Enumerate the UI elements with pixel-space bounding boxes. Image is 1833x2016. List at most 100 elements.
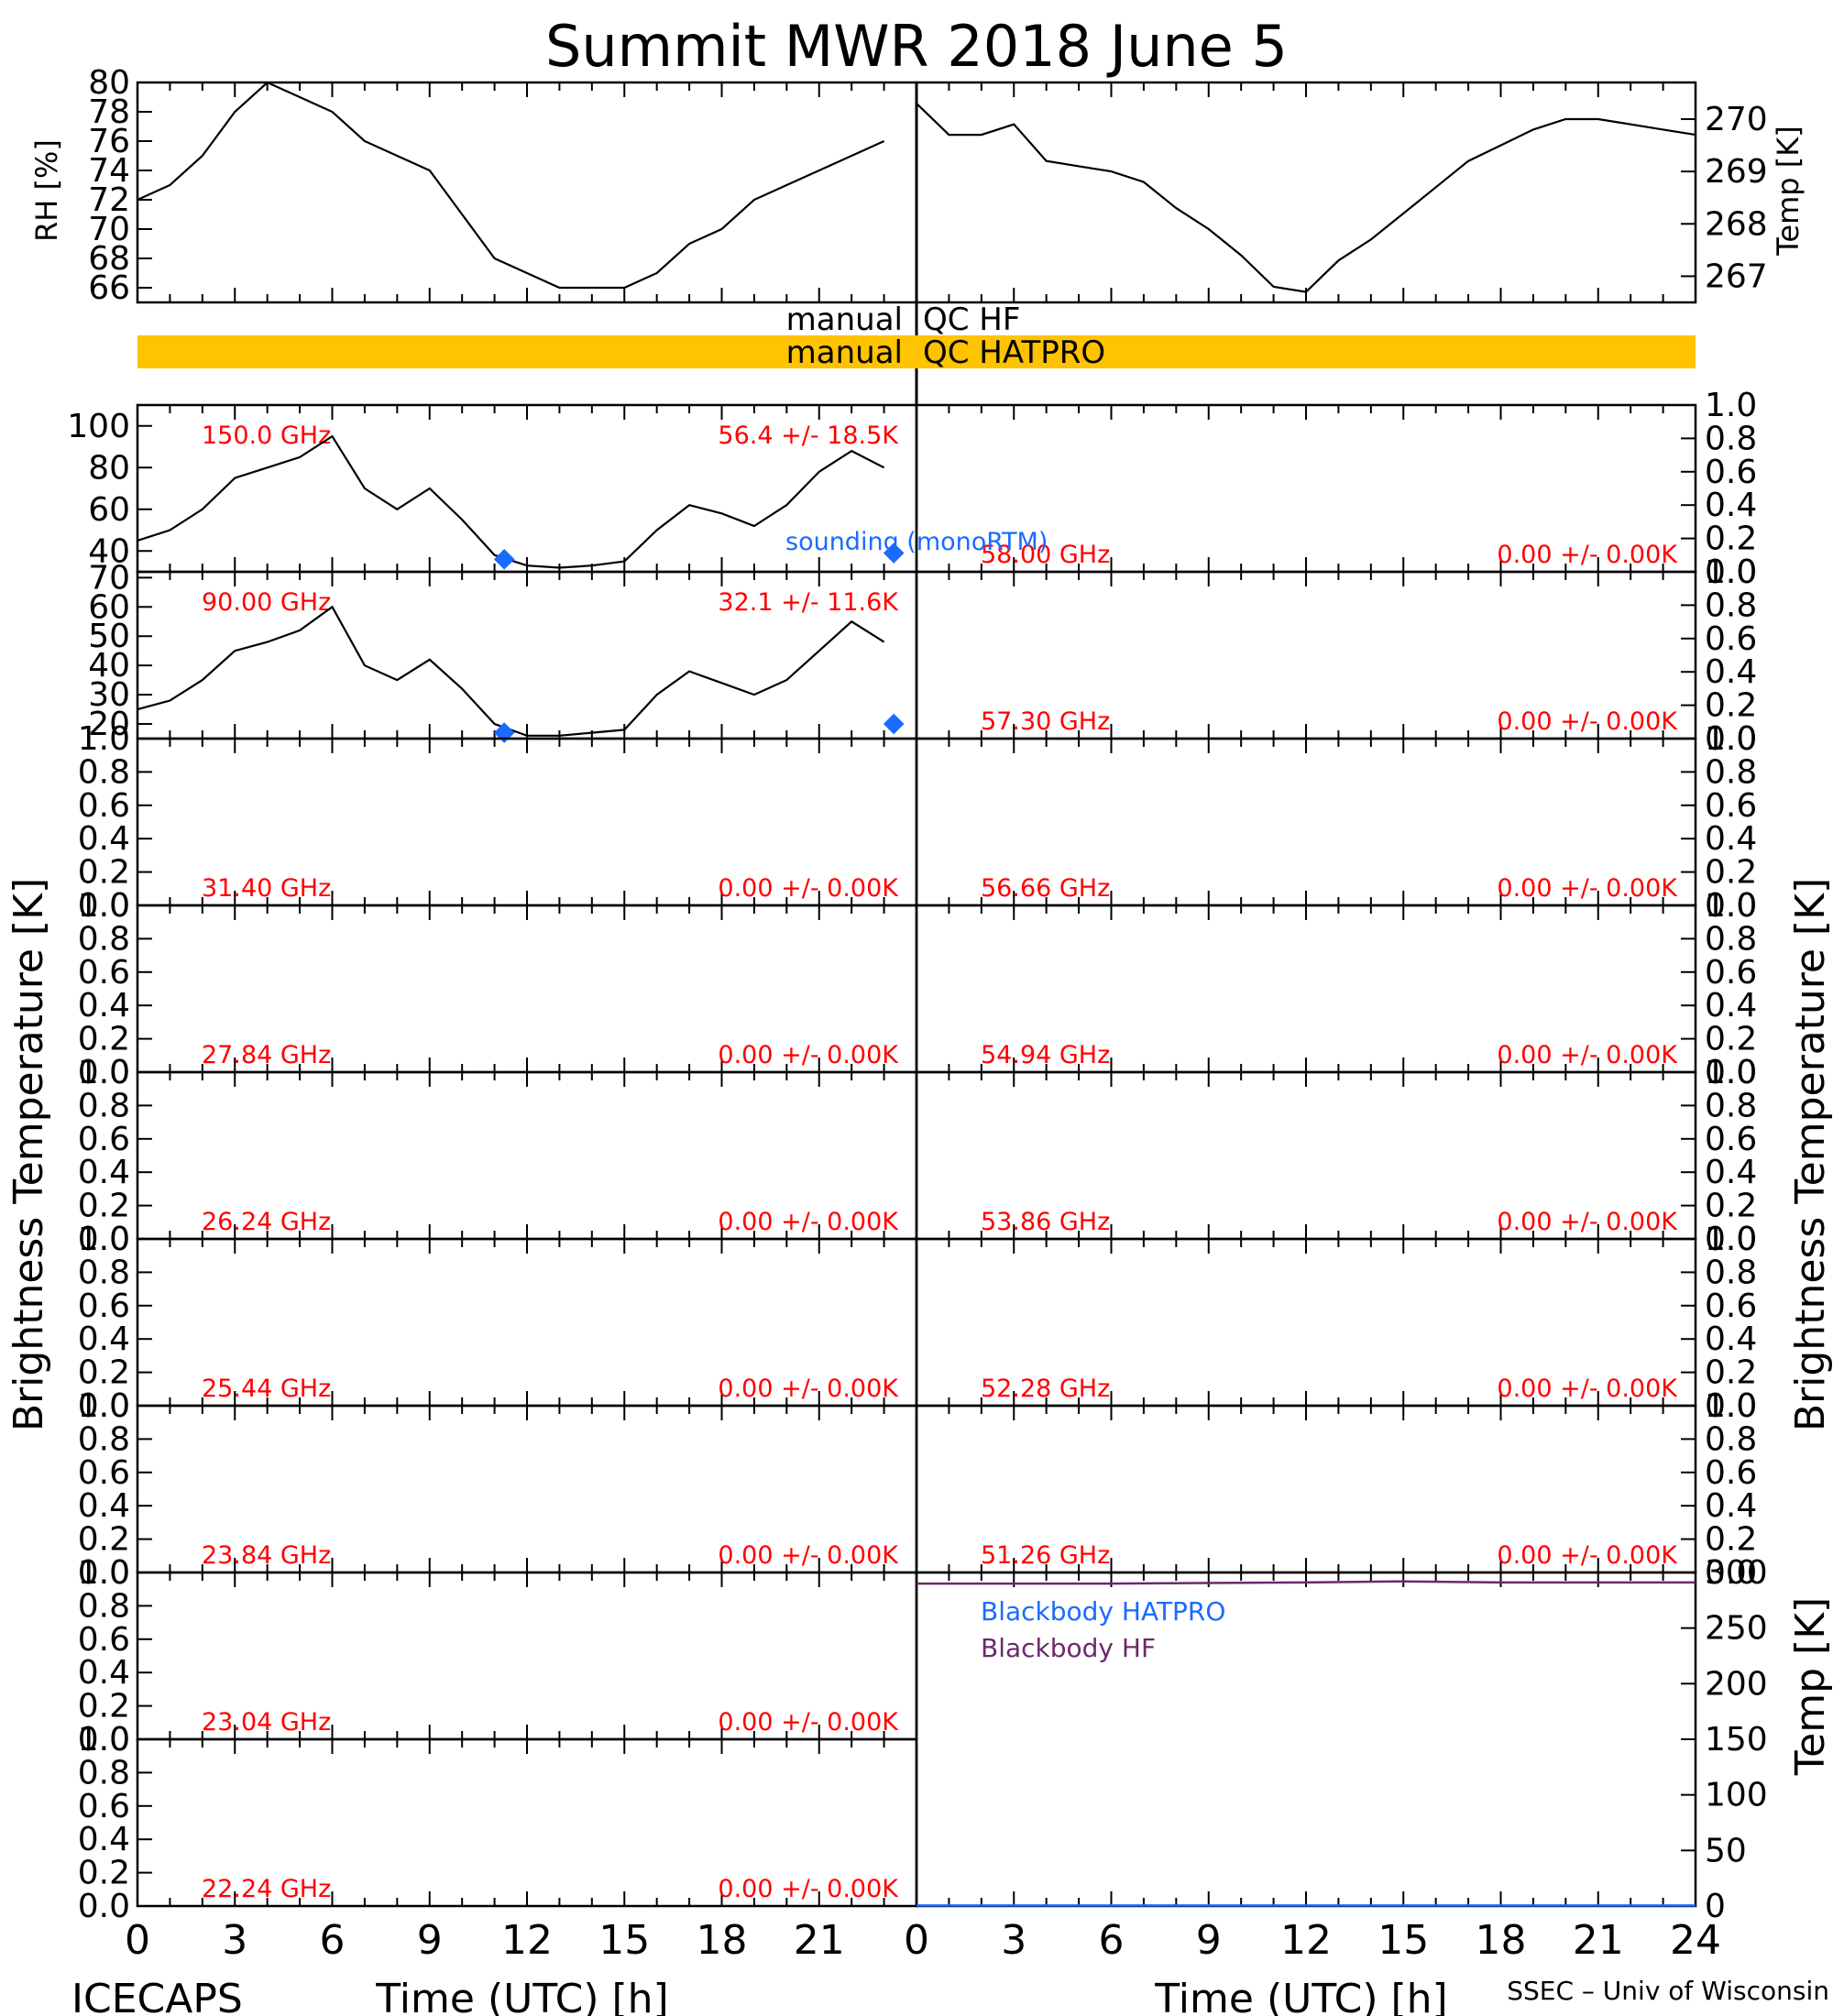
panel-53-stats-label: 0.00 +/- 0.00K (1497, 1208, 1678, 1236)
panel-27-ytick-label: 1.0 (78, 887, 130, 925)
bb-temp-label: Temp [K] (1787, 1597, 1833, 1776)
time-tick-right: 3 (1001, 1917, 1026, 1964)
bt-right-label: Brightness Temperature [K] (1787, 878, 1833, 1431)
panel-bb: 0 50 100 150 200 250 300 (915, 1554, 1768, 1925)
time-tick-right: 15 (1377, 1917, 1429, 1964)
panel-57-ytick-label: 0.4 (1705, 653, 1757, 691)
panel-52: 0.00.20.40.60.81.052.28 GHz 0.00 +/- 0.00… (915, 1221, 1757, 1425)
panel-27-ytick-label: 0.8 (78, 920, 130, 958)
panel-23b-ytick-label: 1.0 (78, 1554, 130, 1592)
temp-panel-series-line (916, 103, 1696, 293)
panel-58-ytick-label: 1.0 (1705, 387, 1757, 424)
time-tick-right: 9 (1196, 1917, 1222, 1964)
panel-54-ytick-label: 0.6 (1705, 954, 1757, 992)
panel-53-channel-label: 53.86 GHz (981, 1208, 1110, 1236)
panel-bb-ytick-label: 50 (1705, 1832, 1747, 1869)
panel-bb-ytick-label: 0 (1705, 1888, 1726, 1925)
panel-54-ytick-label: 0.0 (1705, 1054, 1757, 1091)
rh-panel-ytick-label: 68 (88, 240, 130, 278)
temp-panel-ytick-label: 268 (1705, 205, 1768, 243)
panel-23a-ytick-label: 0.4 (78, 1487, 130, 1525)
rh-panel-frame (136, 81, 918, 304)
panel-31-ytick-label: 0.6 (78, 787, 130, 825)
panel-26-ytick-label: 0.2 (78, 1188, 130, 1225)
panel-bb-series-1 (916, 1580, 1696, 1585)
qc-row1-left: manual (786, 301, 903, 338)
panel-56-ytick-label: 1.0 (1705, 720, 1757, 758)
panel-23a-channel-label: 23.84 GHz (202, 1541, 331, 1570)
footer-right: SSEC – Univ of Wisconsin (1507, 1976, 1829, 2006)
panel-27-stats-label: 0.00 +/- 0.00K (718, 1041, 899, 1069)
temp-label: Temp [K] (1771, 126, 1806, 256)
panel-22-ytick-label: 0.0 (78, 1888, 130, 1925)
qc-section: manual QC HF manual QC HATPRO (137, 301, 1696, 371)
panel-25-ytick-label: 0.6 (78, 1287, 130, 1325)
temp-panel-ytick-label: 269 (1705, 153, 1768, 191)
panel-25-channel-label: 25.44 GHz (202, 1375, 331, 1403)
time-tick-right: 18 (1476, 1917, 1527, 1964)
panel-26-stats-label: 0.00 +/- 0.00K (718, 1208, 899, 1236)
panel-53-ytick-label: 1.0 (1705, 1054, 1757, 1091)
qc-row2-left: manual (786, 334, 903, 371)
panel-56: 0.00.20.40.60.81.056.66 GHz 0.00 +/- 0.00… (915, 720, 1757, 925)
rh-panel-series-line (137, 81, 885, 290)
panel-bb-ytick-label: 200 (1705, 1665, 1768, 1703)
time-tick-left: 15 (598, 1917, 650, 1964)
time-tick-left: 18 (697, 1917, 748, 1964)
sounding-legend: sounding (monoRTM) (785, 528, 1048, 556)
panel-51: 0.00.20.40.60.81.051.26 GHz 0.00 +/- 0.00… (915, 1387, 1757, 1592)
bb-hf-legend: Blackbody HF (981, 1633, 1156, 1663)
time-tick-left: 21 (794, 1917, 845, 1964)
panel-54-stats-label: 0.00 +/- 0.00K (1497, 1041, 1678, 1069)
panel-31-ytick-label: 1.0 (78, 720, 130, 758)
panel-31-ytick-label: 0.0 (78, 887, 130, 925)
panel-90-ytick-label: 70 (88, 559, 130, 597)
panel-56-stats-label: 0.00 +/- 0.00K (1497, 874, 1678, 903)
panel-27-ytick-label: 0.2 (78, 1021, 130, 1058)
panel-51-ytick-label: 1.0 (1705, 1387, 1757, 1425)
panel-150-channel-label: 150.0 GHz (202, 422, 331, 450)
bb-hatpro-legend: Blackbody HATPRO (981, 1596, 1225, 1627)
panel-23b-channel-label: 23.04 GHz (202, 1708, 331, 1737)
panel-22-ytick-label: 0.8 (78, 1754, 130, 1791)
panel-22-ytick-label: 0.4 (78, 1821, 130, 1858)
panel-90-ytick-label: 20 (88, 706, 130, 743)
panel-150-ytick-label: 80 (88, 449, 130, 487)
panel-56-ytick-label: 0.0 (1705, 887, 1757, 925)
panel-22-ytick-label: 0.2 (78, 1855, 130, 1892)
panel-23a-ytick-label: 0.6 (78, 1454, 130, 1492)
time-tick-right: 21 (1573, 1917, 1624, 1964)
panel-53-ytick-label: 0.4 (1705, 1154, 1757, 1191)
rh-panel-ytick-label: 72 (88, 181, 130, 219)
panel-52-ytick-label: 1.0 (1705, 1221, 1757, 1258)
panel-22-ytick-label: 1.0 (78, 1721, 130, 1759)
temp-panel: 267 268 269 270 (915, 81, 1768, 304)
panel-54-ytick-label: 0.2 (1705, 1021, 1757, 1058)
panel-27-ytick-label: 0.6 (78, 954, 130, 992)
panel-58: 0.00.20.40.60.81.058.00 GHz 0.00 +/- 0.00… (915, 387, 1757, 591)
footer-left: ICECAPS (71, 1976, 243, 2016)
panel-51-ytick-label: 0.2 (1705, 1521, 1757, 1559)
panel-54-ytick-label: 0.8 (1705, 920, 1757, 958)
panel-22-stats-label: 0.00 +/- 0.00K (718, 1875, 899, 1903)
time-tick-left: 9 (417, 1917, 443, 1964)
rh-panel-ytick-label: 74 (88, 152, 130, 190)
panel-53-ytick-label: 0.0 (1705, 1221, 1757, 1258)
panel-57: 0.00.20.40.60.81.057.30 GHz 0.00 +/- 0.00… (915, 553, 1757, 758)
time-axis-label-right: Time (UTC) [h] (1154, 1976, 1447, 2016)
time-tick-right: 6 (1099, 1917, 1125, 1964)
panel-22: 0.00.20.40.60.81.022.24 GHz 0.00 +/- 0.00… (78, 1721, 918, 1925)
panel-22-channel-label: 22.24 GHz (202, 1875, 331, 1903)
rh-panel-ytick-label: 66 (88, 269, 130, 307)
panel-53-ytick-label: 0.2 (1705, 1188, 1757, 1225)
time-tick-right: 12 (1280, 1917, 1332, 1964)
panel-23a-stats-label: 0.00 +/- 0.00K (718, 1541, 899, 1570)
panel-150-stats-label: 56.4 +/- 18.5K (718, 422, 899, 450)
panel-23b-stats-label: 0.00 +/- 0.00K (718, 1708, 899, 1737)
panel-25-stats-label: 0.00 +/- 0.00K (718, 1375, 899, 1403)
temp-panel-frame (915, 81, 1697, 304)
panel-23b: 0.00.20.40.60.81.023.04 GHz 0.00 +/- 0.00… (78, 1554, 918, 1759)
